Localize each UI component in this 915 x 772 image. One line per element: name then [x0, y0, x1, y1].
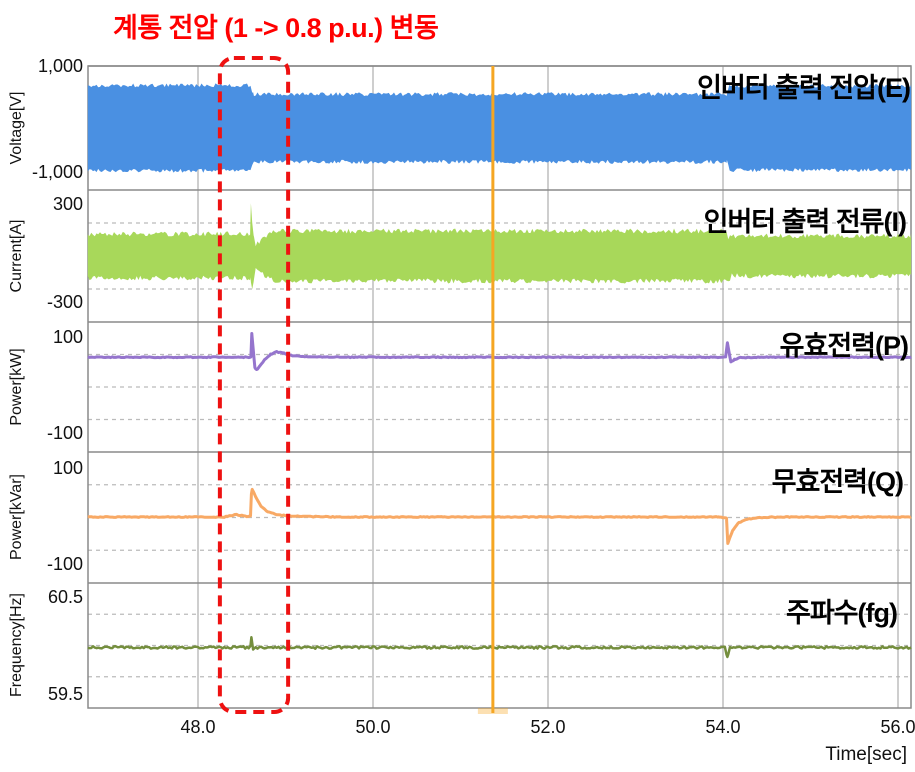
inverter-output-voltage-waveform — [87, 83, 912, 173]
y-tick-label: 100 — [52, 458, 83, 479]
y-tick-label: 60.5 — [47, 587, 83, 607]
series-label-voltage: 인버터 출력 전압(E) — [697, 73, 911, 103]
figure-title: 계통 전압 (1 -> 0.8 p.u.) 변동 — [113, 13, 439, 43]
inverter-output-current-waveform — [87, 203, 912, 290]
x-axis-label: Time[sec] — [825, 744, 907, 765]
y-tick-label: -300 — [46, 291, 83, 312]
grid-frequency-waveform — [87, 636, 912, 659]
x-tick-label: 48.0 — [180, 717, 216, 737]
reactive-power-waveform — [87, 487, 912, 545]
event-annotation-box — [217, 56, 291, 714]
y-tick-label: -100 — [46, 422, 83, 443]
y-tick-label: 300 — [52, 194, 83, 215]
series-label-active-power: 유효전력(P) — [779, 331, 909, 361]
x-tick-label: 56.0 — [880, 717, 915, 737]
series-label-frequency: 주파수(fg) — [786, 598, 898, 628]
plot-border — [87, 65, 912, 709]
y-tick-label: 59.5 — [47, 683, 83, 704]
x-tick-label: 54.0 — [705, 717, 741, 737]
y-tick-label: 1,000 — [37, 56, 83, 77]
y-tick-label: 100 — [52, 327, 83, 348]
series-label-current: 인버터 출력 전류(I) — [703, 207, 907, 237]
x-tick-label: 50.0 — [355, 717, 391, 737]
y-tick-label: -1,000 — [31, 162, 83, 183]
active-power-waveform — [87, 332, 912, 371]
y-tick-label: -100 — [46, 553, 83, 574]
x-tick-label: 52.0 — [530, 717, 566, 737]
series-label-reactive-power: 무효전력(Q) — [771, 467, 904, 497]
